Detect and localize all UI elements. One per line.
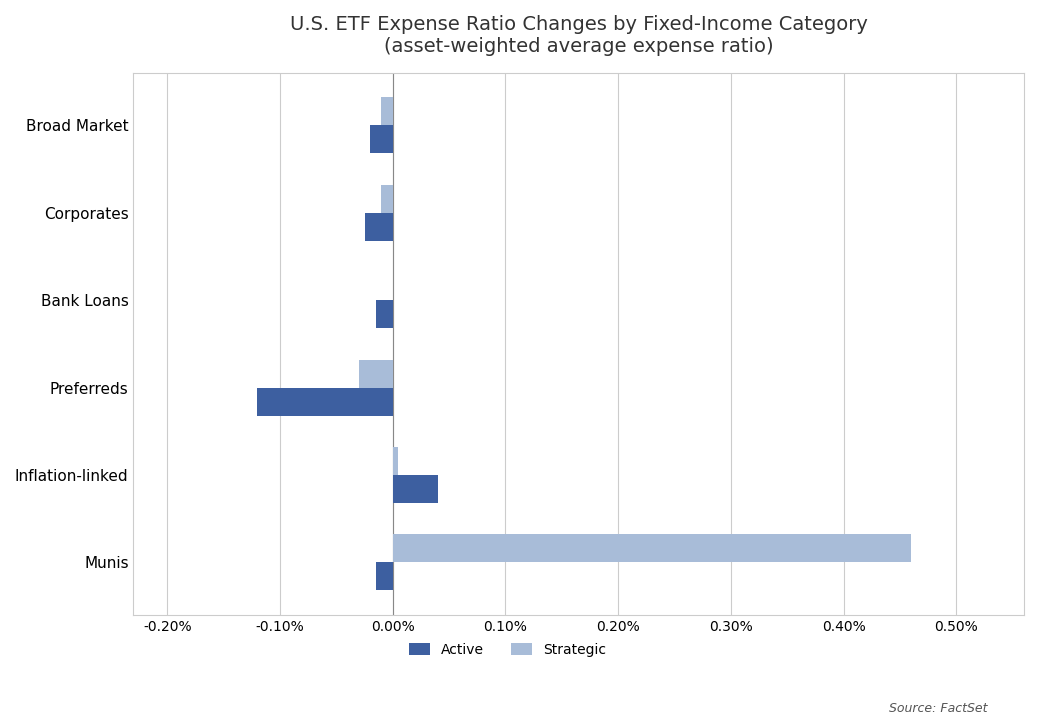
- Bar: [393, 475, 437, 503]
- Title: U.S. ETF Expense Ratio Changes by Fixed-Income Category
(asset-weighted average : U.S. ETF Expense Ratio Changes by Fixed-…: [290, 15, 868, 56]
- Bar: [365, 213, 393, 241]
- Bar: [258, 388, 393, 416]
- Text: Source: FactSet: Source: FactSet: [888, 702, 987, 715]
- Bar: [393, 534, 911, 562]
- Bar: [393, 447, 398, 475]
- Bar: [376, 300, 393, 329]
- Bar: [381, 97, 393, 126]
- Bar: [376, 562, 393, 591]
- Legend: Active, Strategic: Active, Strategic: [403, 638, 612, 662]
- Bar: [358, 360, 393, 388]
- Bar: [370, 126, 393, 153]
- Bar: [381, 185, 393, 213]
